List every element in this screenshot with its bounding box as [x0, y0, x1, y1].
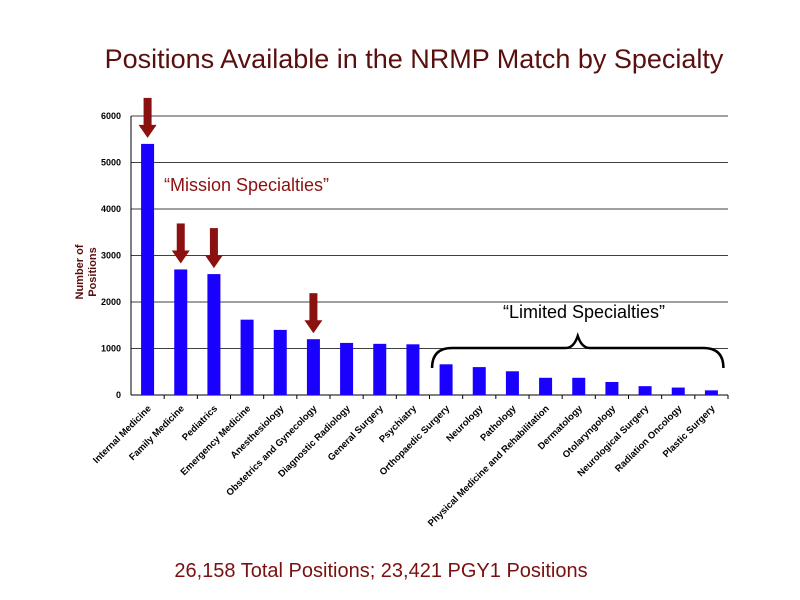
mission-arrow-icon [304, 293, 323, 334]
y-tick-label: 1000 [101, 344, 121, 354]
x-category-label: General Surgery [326, 403, 387, 464]
y-axis-label: Number ofPositions [74, 244, 99, 299]
limited-specialties-label: “Limited Specialties” [503, 302, 665, 322]
bar-orthopaedic-surgery [439, 364, 453, 395]
x-category-label: Physical Medicine and Rehabilitation [426, 403, 552, 529]
bar-psychiatry [406, 344, 420, 395]
bar-dermatology [572, 377, 586, 395]
y-tick-label: 2000 [101, 297, 121, 307]
bar-plastic-surgery [704, 390, 718, 395]
y-tick-label: 4000 [101, 204, 121, 214]
y-tick-label: 5000 [101, 158, 121, 168]
bar-emergency-medicine [240, 319, 254, 395]
y-axis-label-line: Number of [74, 244, 86, 299]
bar-anesthesiology [273, 329, 287, 395]
bar-otolaryngology [605, 381, 619, 395]
bar-neurological-surgery [638, 386, 652, 395]
mission-arrow-icon [204, 228, 223, 269]
y-tick-label: 6000 [101, 111, 121, 121]
bar-family-medicine [174, 269, 188, 395]
mission-specialties-label: “Mission Specialties” [164, 175, 329, 195]
bar-obstetrics-and-gynecology [306, 339, 320, 395]
bar-pathology [505, 371, 519, 395]
bar-neurology [472, 367, 486, 395]
bar-diagnostic-radiology [340, 342, 354, 395]
bar-general-surgery [373, 343, 387, 395]
x-category-label: Internal Medicine [91, 403, 154, 466]
mission-arrow-icon [138, 97, 157, 138]
slide-title: Positions Available in the NRMP Match by… [104, 44, 724, 74]
mission-arrow-icon [171, 223, 190, 264]
y-tick-label: 3000 [101, 251, 121, 261]
limited-specialties-brace [430, 332, 725, 369]
y-tick-label: 0 [116, 390, 121, 400]
bar-physical-medicine-and-rehabilitation [539, 377, 553, 395]
y-axis-label-line: Positions [87, 247, 99, 297]
bar-radiation-oncology [671, 387, 685, 395]
footer-summary: 26,158 Total Positions; 23,421 PGY1 Posi… [174, 560, 588, 582]
bar-internal-medicine [141, 143, 155, 395]
bar-pediatrics [207, 274, 221, 395]
